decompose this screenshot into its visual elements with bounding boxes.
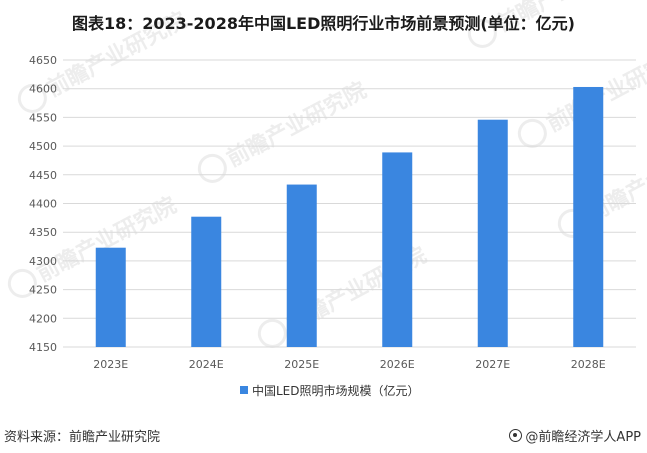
watermark: 前瞻产业研究院 bbox=[197, 77, 371, 183]
x-tick-label: 2023E bbox=[93, 358, 128, 371]
x-tick-label: 2026E bbox=[380, 358, 415, 371]
legend-swatch bbox=[240, 386, 248, 394]
bar bbox=[191, 216, 222, 347]
x-tick-label: 2028E bbox=[571, 358, 606, 371]
bar bbox=[573, 86, 604, 347]
legend: 中国LED照明市场规模（亿元） bbox=[240, 383, 420, 398]
watermark-logo-icon bbox=[17, 83, 47, 113]
watermark-logo-icon bbox=[257, 318, 287, 348]
watermark: 前瞻产业研究院 bbox=[467, 0, 641, 48]
y-tick-label: 4250 bbox=[29, 284, 57, 297]
watermark-text: 前瞻产业研究院 bbox=[43, 7, 191, 102]
qianzhan-logo-icon bbox=[509, 429, 523, 442]
y-tick-label: 4550 bbox=[29, 111, 57, 124]
y-axis-ticks: 4150 4200 4250 4300 4350 4400 4450 4500 4550 4600… bbox=[29, 54, 57, 354]
watermark-text: 前瞻产业研究院 bbox=[223, 77, 371, 172]
watermark-text: 前瞻产业研究院 bbox=[493, 0, 641, 37]
bars bbox=[95, 86, 604, 347]
y-tick-label: 4150 bbox=[29, 341, 57, 354]
bar bbox=[477, 119, 508, 347]
y-tick-label: 4450 bbox=[29, 169, 57, 182]
watermark-logo-icon bbox=[467, 18, 497, 48]
y-tick-label: 4600 bbox=[29, 83, 57, 96]
y-tick-label: 4650 bbox=[29, 54, 57, 67]
bar bbox=[382, 152, 413, 347]
bar bbox=[286, 184, 317, 347]
y-tick-label: 4400 bbox=[29, 198, 57, 211]
x-tick-label: 2027E bbox=[475, 358, 510, 371]
x-tick-label: 2024E bbox=[189, 358, 224, 371]
watermark-logo-icon bbox=[517, 118, 547, 148]
brand-text: @前瞻经济学人APP bbox=[525, 430, 641, 445]
watermark-logo-icon bbox=[7, 268, 37, 298]
y-tick-label: 4500 bbox=[29, 140, 57, 153]
source-note: 资料来源：前瞻产业研究院 bbox=[4, 430, 161, 445]
y-tick-label: 4300 bbox=[29, 255, 57, 268]
y-tick-label: 4200 bbox=[29, 312, 57, 325]
x-axis-ticks: 2023E 2024E 2025E 2026E 2027E 2028E bbox=[93, 358, 605, 371]
gridlines bbox=[63, 59, 636, 348]
x-tick-label: 2025E bbox=[284, 358, 319, 371]
y-tick-label: 4350 bbox=[29, 226, 57, 239]
legend-label: 中国LED照明市场规模（亿元） bbox=[252, 383, 420, 398]
chart-title: 图表18：2023-2028年中国LED照明行业市场前景预测(单位：亿元) bbox=[71, 14, 575, 33]
brand-credit: @前瞻经济学人APP bbox=[509, 426, 641, 445]
watermark-logo-icon bbox=[197, 153, 227, 183]
bar bbox=[95, 247, 126, 347]
